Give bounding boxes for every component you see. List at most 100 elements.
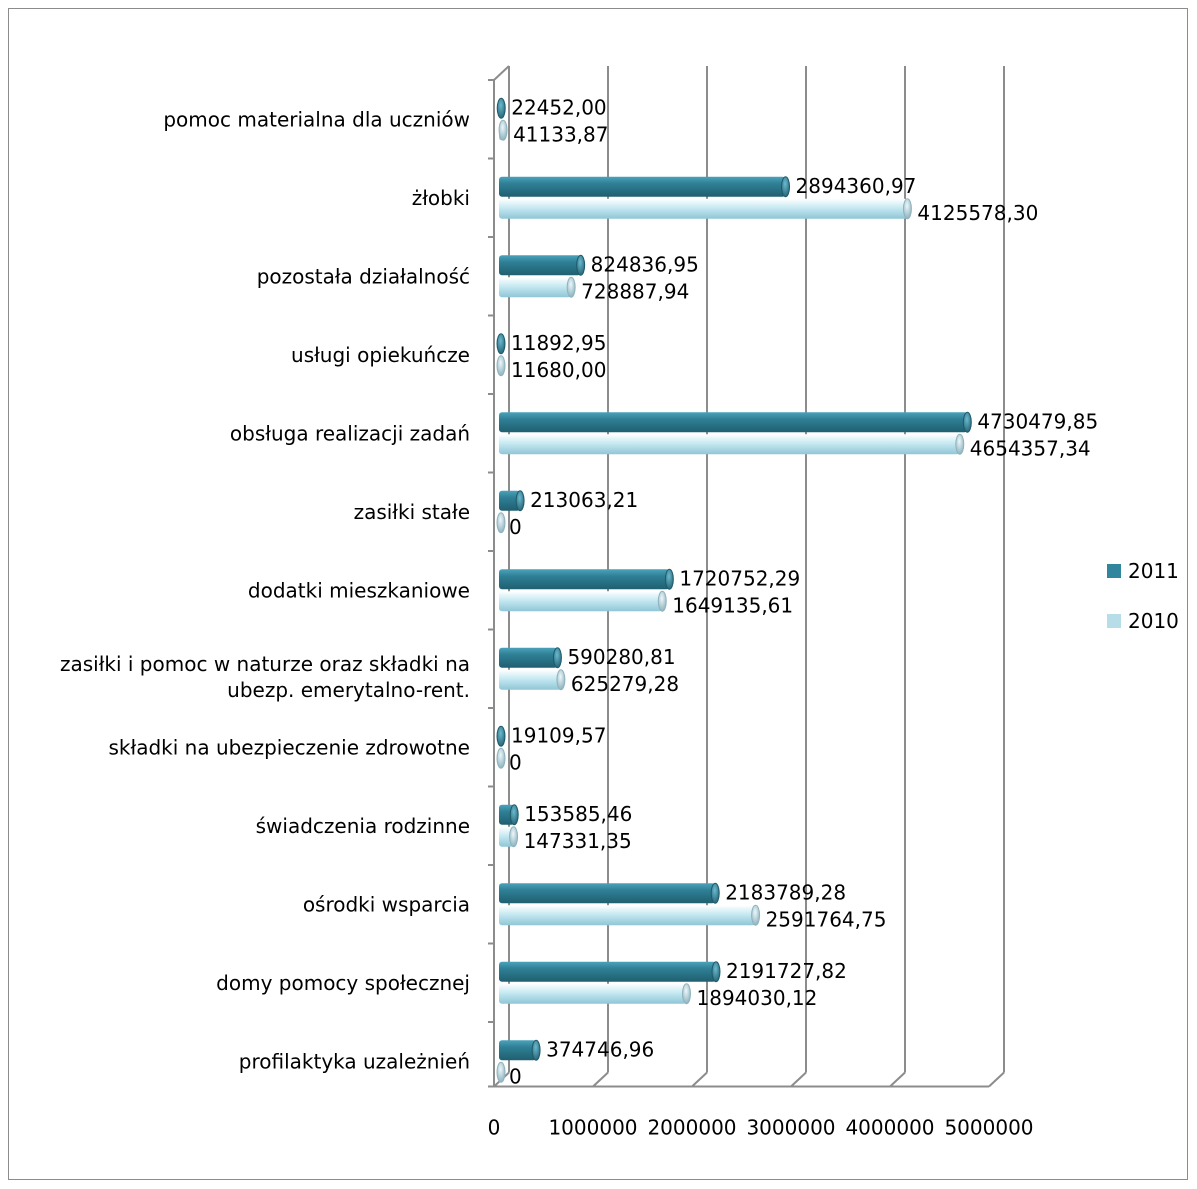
- data-label-2011: 22452,00: [511, 95, 606, 119]
- bar-2011: [499, 961, 716, 982]
- legend-swatch-2010: [1107, 614, 1121, 628]
- bar-cap-2011: [509, 804, 519, 826]
- legend-label-2010: 2010: [1128, 609, 1179, 633]
- x-tick-label: 1000000: [548, 1116, 637, 1140]
- data-label-2010: 728887,94: [581, 279, 689, 303]
- legend: 2011 2010: [1107, 559, 1179, 633]
- category-label: żłobki: [412, 186, 470, 210]
- bar-cap-2011: [496, 725, 506, 747]
- data-label-2010: 625279,28: [571, 672, 679, 696]
- bar-cap-2010: [509, 826, 519, 848]
- bar-2011: [499, 176, 786, 197]
- floor-line: [592, 1071, 609, 1088]
- x-tick-label: 5000000: [944, 1116, 1033, 1140]
- bar-2011: [499, 490, 521, 511]
- bar-2011: [499, 647, 558, 668]
- category-label: ubezp. emerytalno-rent.: [227, 678, 470, 702]
- bar-2010: [499, 983, 687, 1004]
- bar-cap-2010: [496, 1061, 506, 1083]
- bar-cap-2010: [751, 904, 761, 926]
- data-label-2010: 4125578,30: [917, 201, 1038, 225]
- bar-2011: [499, 255, 581, 276]
- category-label: usługi opiekuńcze: [291, 343, 470, 367]
- data-label-2010: 2591764,75: [766, 907, 887, 931]
- category-label: zasiłki stałe: [354, 500, 470, 524]
- bar-cap-2011: [552, 647, 562, 669]
- bar-2010: [499, 434, 960, 455]
- data-label-2011: 11892,95: [511, 331, 606, 355]
- bar-cap-2011: [962, 411, 972, 433]
- bar-2011: [499, 569, 670, 590]
- bar-2010: [499, 591, 663, 612]
- legend-label-2011: 2011: [1128, 559, 1179, 583]
- floor-line: [790, 1071, 807, 1088]
- x-tick-label: 0: [488, 1116, 501, 1140]
- data-label-2011: 19109,57: [511, 723, 606, 747]
- data-label-2010: 1894030,12: [697, 986, 818, 1010]
- data-label-2011: 4730479,85: [977, 409, 1098, 433]
- bar-cap-2011: [531, 1039, 541, 1061]
- data-label-2010: 1649135,61: [672, 593, 793, 617]
- floor-line: [889, 1071, 906, 1088]
- data-label-2010: 41133,87: [513, 122, 608, 146]
- category-label: domy pomocy społecznej: [216, 971, 470, 995]
- data-label-2011: 213063,21: [530, 488, 638, 512]
- category-label: obsługa realizacji zadań: [230, 421, 470, 445]
- bar-2010: [499, 905, 756, 926]
- bar-cap-2011: [664, 568, 674, 590]
- bar-2010: [499, 198, 908, 219]
- floor-line: [691, 1071, 708, 1088]
- data-label-2010: 0: [509, 1064, 522, 1088]
- legend-swatch-2011: [1107, 564, 1121, 578]
- data-label-2011: 590280,81: [567, 645, 675, 669]
- data-label-2011: 153585,46: [524, 802, 632, 826]
- floor-line: [988, 1071, 1005, 1088]
- data-label-2011: 374746,96: [546, 1037, 654, 1061]
- category-label: zasiłki i pomoc w naturze oraz składki n…: [60, 652, 470, 676]
- bar-cap-2010: [955, 433, 965, 455]
- bar-cap-2010: [682, 983, 692, 1005]
- bar-2011: [499, 883, 716, 904]
- bar-cap-2010: [566, 276, 576, 298]
- bar-cap-2011: [576, 254, 586, 276]
- x-tick-label: 2000000: [647, 1116, 736, 1140]
- bar-cap-2010: [498, 119, 508, 141]
- data-label-2011: 2191727,82: [726, 959, 847, 983]
- data-label-2010: 4654357,34: [970, 436, 1091, 460]
- category-label: składki na ubezpieczenie zdrowotne: [109, 735, 470, 759]
- bar-cap-2010: [657, 590, 667, 612]
- category-label: ośrodki wsparcia: [303, 892, 470, 916]
- category-label: dodatki mieszkaniowe: [248, 578, 470, 602]
- data-label-2010: 0: [509, 750, 522, 774]
- data-label-2011: 2183789,28: [725, 880, 846, 904]
- bar-cap-2011: [515, 490, 525, 512]
- bar-2011: [499, 1040, 537, 1061]
- category-labels: pomoc materialna dla uczniów żłobki pozost…: [60, 107, 470, 1073]
- bar-cap-2011: [710, 882, 720, 904]
- bar-2010: [499, 669, 561, 690]
- data-label-2010: 11680,00: [511, 358, 606, 382]
- bar-cap-2010: [496, 355, 506, 377]
- data-label-2011: 1720752,29: [679, 566, 800, 590]
- category-label: pomoc materialna dla uczniów: [163, 107, 470, 131]
- x-tick-labels: 0 1000000 2000000 3000000 4000000 5000000: [488, 1116, 1034, 1140]
- bar-cap-2011: [496, 97, 506, 119]
- gridlines: [493, 66, 1005, 1088]
- data-label-2011: 824836,95: [591, 252, 699, 276]
- bar-cap-2010: [902, 198, 912, 220]
- y-axis-top: [493, 65, 510, 81]
- data-label-2010: 147331,35: [524, 829, 632, 853]
- data-label-2010: 0: [509, 515, 522, 539]
- category-label: profilaktyka uzależnień: [239, 1049, 470, 1073]
- bar-cap-2011: [711, 961, 721, 983]
- bar-2010: [499, 277, 572, 298]
- bar-2011: [499, 412, 968, 433]
- category-label: pozostała działalność: [257, 264, 470, 288]
- bars: [496, 97, 972, 1083]
- axes: [488, 65, 989, 1088]
- bar-cap-2011: [781, 176, 791, 198]
- bar-cap-2010: [556, 669, 566, 691]
- bar-cap-2010: [496, 747, 506, 769]
